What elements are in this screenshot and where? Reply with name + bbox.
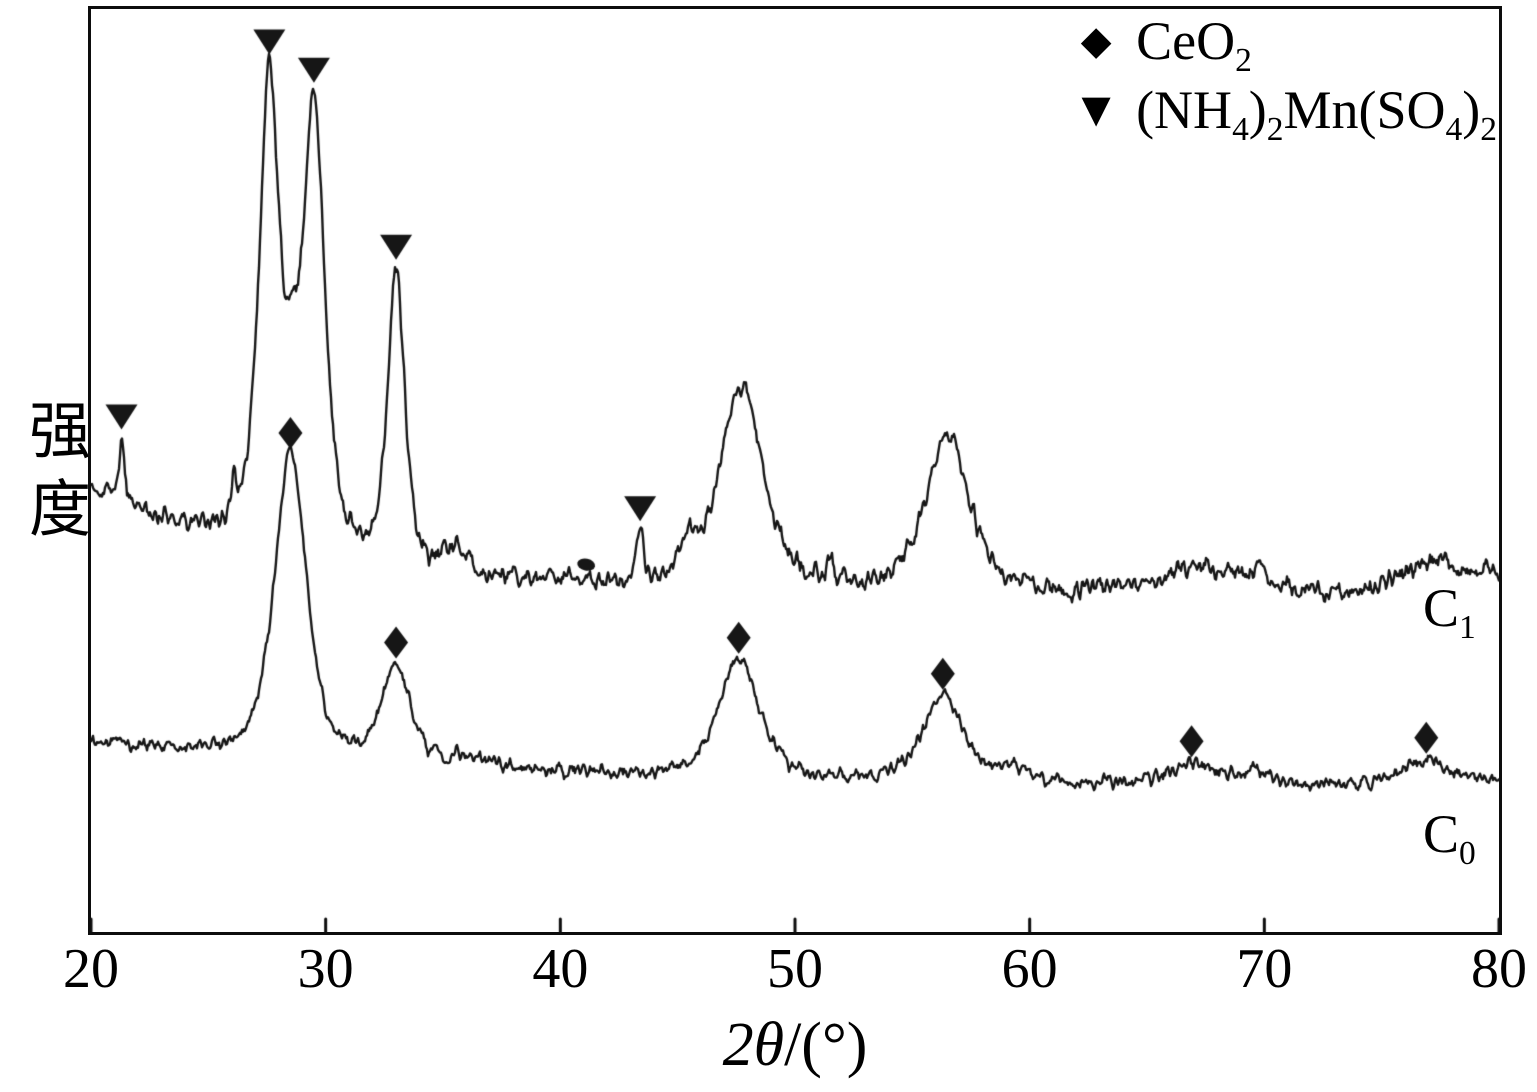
x-tick-label: 20 [63,938,119,1000]
legend: ◆ CeO2 ▼ (NH4)2Mn(SO4)2 [1072,9,1497,148]
triangle-down-icon: ▼ [1081,87,1111,132]
x-axis-tick-labels: 20 30 40 50 60 70 80 [63,938,1527,1011]
xrd-curves-canvas [91,9,1499,932]
x-tick-label: 60 [1001,938,1058,1000]
diamond-icon: ◆ [1080,18,1112,65]
x-tick-label: 30 [297,938,354,1000]
x-tick-label: 50 [767,938,823,1000]
legend-item-ceo2: ◆ CeO2 [1072,9,1497,79]
x-tick-label: 70 [1236,938,1293,1000]
y-axis-label: 强度 [19,398,87,554]
x-axis-label: 2θ/(°) [88,1014,1502,1076]
legend-label-ammonium-manganese-sulfate: (NH4)2Mn(SO4)2 [1136,79,1497,148]
curve-label-c1: C1 [1423,578,1476,646]
x-axis-label-units: /(°) [784,1011,868,1079]
x-tick-label: 40 [532,938,589,1000]
x-tick-label: 80 [1471,938,1527,1000]
legend-label-ceo2: CeO2 [1136,11,1252,79]
legend-item-ammonium-manganese-sulfate: ▼ (NH4)2Mn(SO4)2 [1072,78,1497,148]
x-axis-label-symbol: 2θ [722,1011,785,1079]
curve-label-c0: C0 [1423,804,1476,872]
plot-area: ◆ CeO2 ▼ (NH4)2Mn(SO4)2 C1 C0 [88,6,1502,935]
